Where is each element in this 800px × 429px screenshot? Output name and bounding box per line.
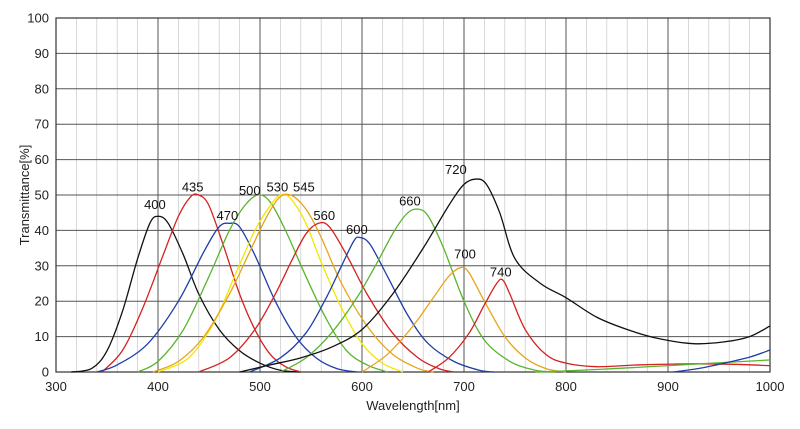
x-tick-label: 500 — [249, 379, 271, 394]
curve-label-470: 470 — [217, 208, 239, 223]
curve-label-740: 740 — [490, 264, 512, 279]
y-tick-label: 10 — [35, 329, 49, 344]
curve-700 — [361, 266, 567, 373]
y-tick-label: 70 — [35, 117, 49, 132]
curve-label-435: 435 — [182, 179, 204, 194]
curve-720 — [239, 178, 771, 373]
y-tick-label: 30 — [35, 258, 49, 273]
y-tick-label: 40 — [35, 223, 49, 238]
y-tick-label: 60 — [35, 152, 49, 167]
curve-600 — [249, 236, 495, 373]
x-tick-label: 700 — [453, 379, 475, 394]
y-tick-label: 50 — [35, 188, 49, 203]
x-axis-label: Wavelength[nm] — [366, 398, 459, 413]
x-tick-label: 600 — [351, 379, 373, 394]
x-tick-label: 1000 — [756, 379, 785, 394]
x-tick-label: 900 — [657, 379, 679, 394]
curve-740 — [427, 278, 771, 373]
curve-label-700: 700 — [454, 247, 476, 262]
y-tick-label: 80 — [35, 81, 49, 96]
curve-label-560: 560 — [313, 208, 335, 223]
y-tick-labels: 0 10 20 30 40 50 60 70 80 90 100 — [27, 11, 49, 380]
curve-label-720: 720 — [445, 162, 467, 177]
curve-tail — [673, 349, 771, 373]
curve-label-545: 545 — [293, 179, 315, 194]
x-tick-labels: 300 400 500 600 700 800 900 1000 — [45, 379, 784, 394]
plot-frame — [55, 17, 771, 373]
curve-label-600: 600 — [346, 222, 368, 237]
curve-400 — [71, 215, 301, 373]
curve-label-500: 500 — [239, 183, 261, 198]
curve-tail — [535, 359, 771, 373]
curve-545 — [152, 193, 434, 373]
y-tick-label: 0 — [42, 365, 49, 380]
curve-435 — [101, 193, 302, 373]
curves — [71, 178, 771, 373]
curve-500 — [137, 194, 388, 373]
curve-560 — [198, 221, 454, 373]
y-axis-label: Transmittance[%] — [17, 145, 32, 246]
y-tick-label: 90 — [35, 46, 49, 61]
y-tick-label: 100 — [27, 11, 49, 26]
x-tick-label: 300 — [45, 379, 67, 394]
curve-label-400: 400 — [144, 197, 166, 212]
curve-label-530: 530 — [266, 179, 288, 194]
x-tick-label: 800 — [555, 379, 577, 394]
y-tick-label: 20 — [35, 294, 49, 309]
x-tick-label: 400 — [147, 379, 169, 394]
curve-label-660: 660 — [399, 194, 421, 209]
curve-470 — [96, 222, 358, 373]
curve-660 — [280, 208, 556, 373]
